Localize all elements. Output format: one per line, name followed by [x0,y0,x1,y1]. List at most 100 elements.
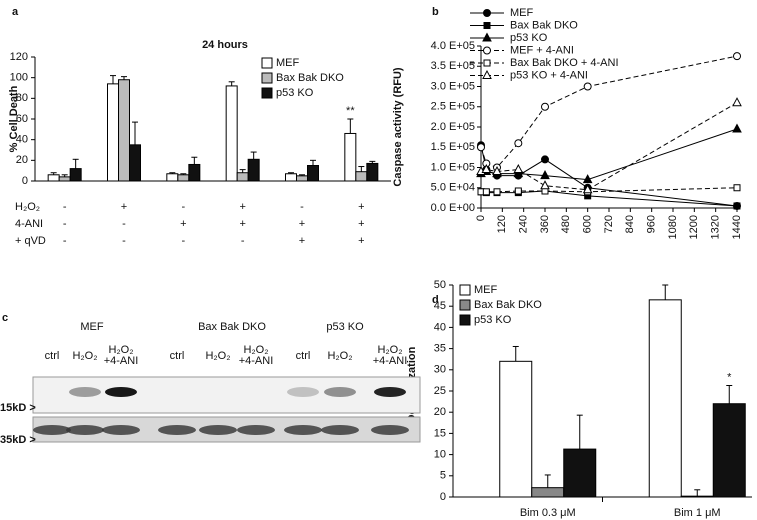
y-tick-label: 45 [434,300,446,312]
band [374,387,406,397]
band [324,387,356,397]
lane-label: H₂O₂ [72,350,97,362]
condition-sign: + [358,218,364,230]
y-tick-label: 5.0 E+04 [431,182,475,194]
marker [540,180,550,190]
band [66,425,104,435]
marker [540,170,550,180]
y-tick-label: 100 [10,72,28,84]
y-tick-label: 0 [22,175,28,187]
legend-label: Bax Bak DKO [510,19,578,31]
bar [563,448,597,498]
error-bar [228,81,235,86]
annotation: * [727,371,732,383]
condition-sign: + [358,201,364,213]
band [105,387,137,397]
condition-label: + qVD [15,235,46,247]
marker [732,123,742,133]
condition-sign: - [63,218,67,230]
x-tick-label: 120 [496,215,508,233]
bar [118,79,130,182]
bar [366,162,379,182]
group-label: Bax Bak DKO [198,321,266,333]
condition-sign: - [181,201,185,213]
size-marker: 15kD > [0,402,36,414]
legend-label: MEF [510,7,534,19]
annotation: ** [346,105,355,117]
marker [514,139,523,148]
x-tick-label: 1200 [688,215,700,239]
condition-sign: - [63,235,67,247]
bar [648,299,682,498]
x-tick-label: Bim 1 μM [674,507,721,519]
legend-label: p53 KO + 4-ANI [510,69,588,81]
condition-sign: + [299,218,305,230]
blot-upper [32,376,421,414]
condition-sign: + [239,218,245,230]
bar [107,83,119,182]
legend-swatch [261,72,273,84]
panel-label: d [432,294,439,306]
lane-label: +4-ANI [239,355,274,367]
band [199,425,237,435]
bar [712,403,746,498]
legend-marker [483,59,491,67]
legend-label: Bax Bak DKO [474,299,542,311]
band [69,387,101,397]
condition-sign: + [239,201,245,213]
y-tick-label: 40 [16,134,28,146]
y-tick-label: 15 [434,427,446,439]
legend-label: p53 KO [510,32,548,44]
legend-label: Bax Bak DKO [276,72,344,84]
legend-swatch [459,284,471,296]
condition-sign: + [358,235,364,247]
bar [47,174,60,182]
condition-sign: - [122,235,126,247]
error-bar [250,151,257,160]
condition-sign: - [241,235,245,247]
legend-label: MEF + 4-ANI [510,44,574,56]
error-bar [191,156,198,165]
legend-marker [483,46,491,55]
y-tick-label: 3.0 E+05 [431,80,475,92]
y-tick-label: 120 [10,51,28,63]
error-bar [512,345,519,362]
condition-sign: + [180,218,186,230]
y-tick-label: 10 [434,449,446,461]
band [287,387,319,397]
error-bar [110,75,116,84]
error-bar [347,118,354,134]
legend-label: MEF [474,284,498,296]
marker [492,165,502,176]
marker [583,82,592,91]
x-tick-label: 1320 [710,215,722,239]
x-tick-label: 1440 [731,215,743,239]
lane-label: ctrl [170,350,185,362]
bar [285,173,297,182]
y-axis-label: % Cell Death [8,85,20,152]
y-tick-label: 1.0 E+05 [431,161,475,173]
bar [166,173,179,182]
marker [541,155,549,164]
marker [482,188,490,196]
bar [499,360,533,498]
bar [236,172,249,182]
lane-label: H₂O₂ [205,350,230,362]
legend-swatch [459,299,471,311]
legend-marker [483,22,491,29]
error-bar [544,474,551,488]
marker [733,202,741,210]
band [371,425,409,435]
lane-label: H₂O₂ [377,344,402,356]
lane-label: +4-ANI [104,355,139,367]
panel-label: a [12,6,19,18]
y-tick-label: 60 [16,113,28,125]
y-tick-label: 25 [434,385,446,397]
legend-swatch [261,87,273,99]
band [158,425,196,435]
bar [531,487,565,498]
marker [541,102,549,111]
lane-label: ctrl [45,350,60,362]
chart-title: 24 hours [202,39,248,51]
